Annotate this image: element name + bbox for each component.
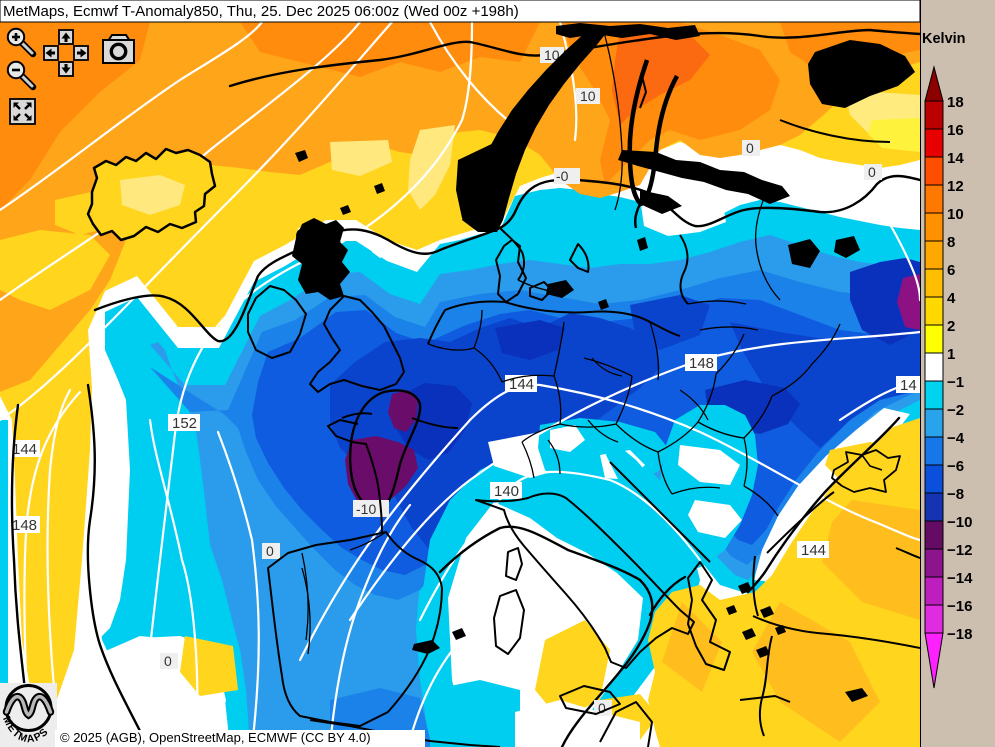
svg-text:−6: −6 bbox=[947, 458, 964, 475]
svg-text:−16: −16 bbox=[947, 598, 972, 615]
svg-text:0: 0 bbox=[266, 543, 274, 559]
svg-text:148: 148 bbox=[689, 355, 714, 372]
svg-text:6: 6 bbox=[947, 262, 955, 279]
svg-text:16: 16 bbox=[947, 122, 964, 139]
svg-text:2: 2 bbox=[947, 318, 955, 335]
svg-text:12: 12 bbox=[947, 178, 964, 195]
svg-text:8: 8 bbox=[947, 234, 955, 251]
svg-text:−12: −12 bbox=[947, 542, 972, 559]
svg-text:−10: −10 bbox=[947, 514, 972, 531]
svg-text:0: 0 bbox=[598, 700, 606, 716]
svg-text:10: 10 bbox=[544, 47, 560, 63]
svg-text:−1: −1 bbox=[947, 374, 964, 391]
svg-text:−18: −18 bbox=[947, 626, 972, 643]
svg-text:−8: −8 bbox=[947, 486, 964, 503]
svg-text:© 2025 (AGB), OpenStreetMap, E: © 2025 (AGB), OpenStreetMap, ECMWF (CC B… bbox=[60, 730, 371, 745]
svg-text:144: 144 bbox=[12, 441, 37, 458]
svg-text:0: 0 bbox=[746, 140, 754, 156]
svg-text:-10: -10 bbox=[356, 501, 376, 517]
svg-text:14: 14 bbox=[947, 150, 964, 167]
svg-text:148: 148 bbox=[12, 517, 37, 534]
svg-text:14: 14 bbox=[900, 377, 917, 394]
svg-text:144: 144 bbox=[801, 542, 826, 559]
svg-text:MetMaps, Ecmwf T-Anomaly850, T: MetMaps, Ecmwf T-Anomaly850, Thu, 25. De… bbox=[3, 3, 519, 20]
svg-text:4: 4 bbox=[947, 290, 956, 307]
svg-text:-0: -0 bbox=[556, 168, 569, 184]
svg-text:−2: −2 bbox=[947, 402, 964, 419]
svg-text:140: 140 bbox=[494, 483, 519, 500]
svg-text:Kelvin: Kelvin bbox=[922, 31, 966, 47]
svg-text:0: 0 bbox=[164, 653, 172, 669]
svg-text:10: 10 bbox=[580, 88, 596, 104]
svg-text:−14: −14 bbox=[947, 570, 973, 587]
svg-text:10: 10 bbox=[947, 206, 964, 223]
svg-text:144: 144 bbox=[509, 376, 534, 393]
svg-text:152: 152 bbox=[172, 415, 197, 432]
svg-text:1: 1 bbox=[947, 346, 955, 363]
svg-text:0: 0 bbox=[868, 164, 876, 180]
svg-text:18: 18 bbox=[947, 94, 964, 111]
svg-text:−4: −4 bbox=[947, 430, 965, 447]
